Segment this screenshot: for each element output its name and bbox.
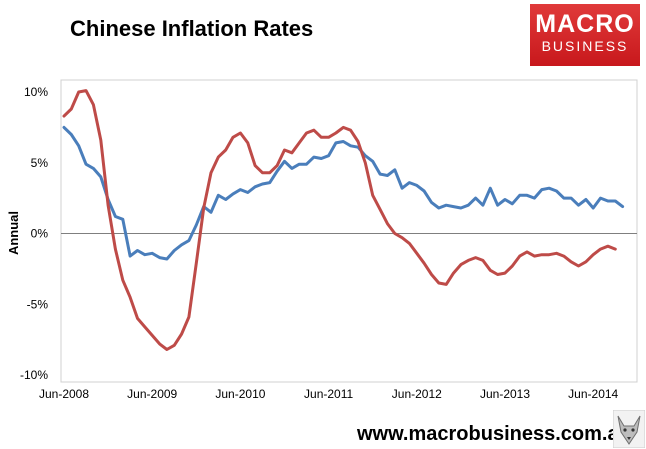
- y-tick-label: 0%: [31, 227, 49, 241]
- y-tick-label: -5%: [27, 297, 49, 311]
- x-tick-label: Jun-2014: [568, 387, 618, 401]
- x-tick-label: Jun-2012: [392, 387, 442, 401]
- x-tick-label: Jun-2008: [39, 387, 89, 401]
- series-layer: [62, 89, 625, 351]
- logo-line-1: MACRO: [535, 10, 635, 38]
- chart-title: Chinese Inflation Rates: [70, 16, 314, 41]
- x-tick-label: Jun-2013: [480, 387, 530, 401]
- series-line-2: [62, 89, 617, 351]
- logo-line-2: BUSINESS: [541, 38, 629, 54]
- plot-frame: [60, 79, 638, 383]
- x-tick-label: Jun-2010: [215, 387, 265, 401]
- y-axis-title: Annual: [6, 211, 21, 255]
- x-tick-label: Jun-2011: [304, 387, 353, 401]
- y-tick-label: -10%: [20, 368, 48, 382]
- y-axis: 10% 5% 0% -5% -10%: [20, 85, 48, 382]
- wolf-logo-icon: [613, 410, 645, 448]
- y-tick-label: 10%: [24, 85, 48, 99]
- x-tick-label: Jun-2009: [127, 387, 177, 401]
- series-line-1: [62, 125, 625, 261]
- y-tick-label: 5%: [31, 156, 49, 170]
- x-axis: Jun-2008 Jun-2009 Jun-2010 Jun-2011 Jun-2012…: [39, 387, 619, 401]
- website-url: www.macrobusiness.com.au: [357, 423, 631, 445]
- macrobusiness-logo: MACRO BUSINESS: [530, 4, 640, 66]
